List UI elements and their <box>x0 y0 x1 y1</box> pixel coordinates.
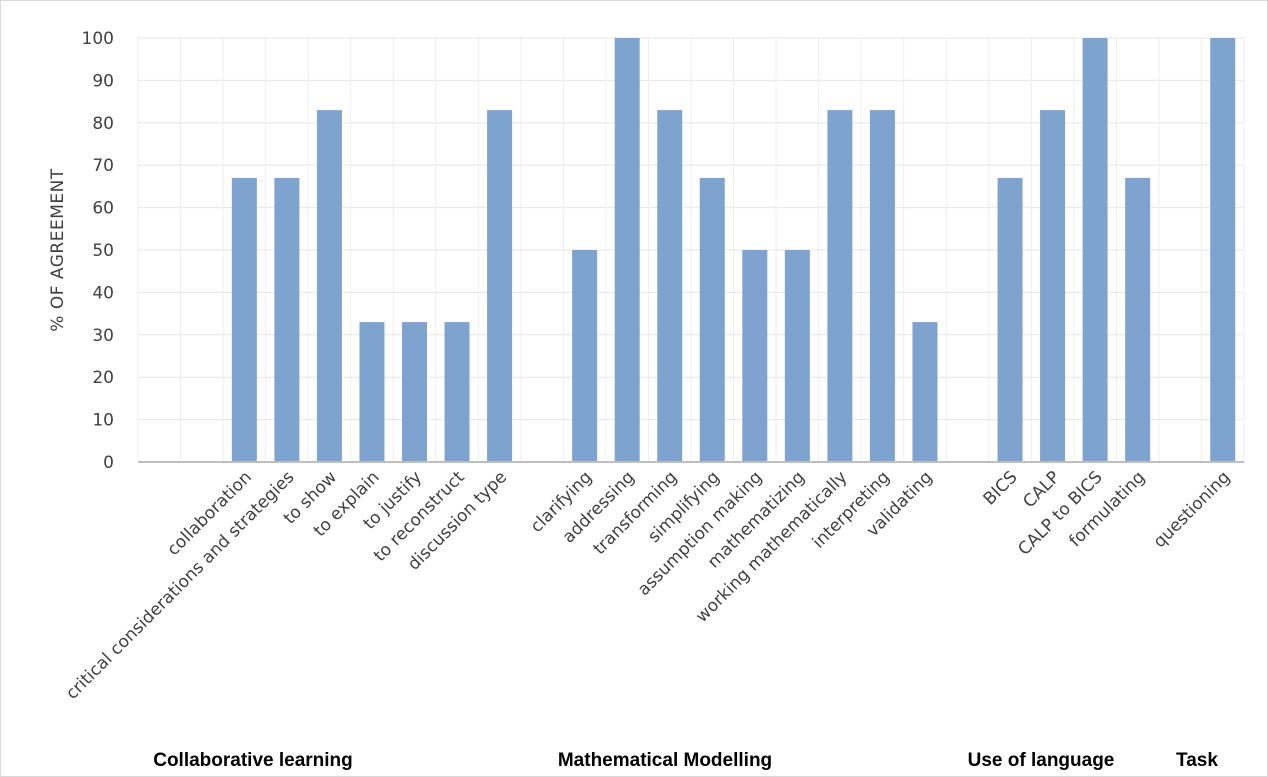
bar <box>1040 110 1066 462</box>
bar <box>827 110 853 462</box>
bar <box>402 322 427 462</box>
y-tick-label: 0 <box>103 453 114 473</box>
bar <box>487 110 513 462</box>
y-tick-label: 50 <box>92 241 114 261</box>
bars <box>231 38 1236 463</box>
bar <box>784 250 810 462</box>
y-axis-ticks: 0 10 20 30 40 50 60 70 80 90 100 <box>82 29 114 473</box>
y-axis-label: % OF AGREEMENT <box>48 168 68 332</box>
group-label: Task <box>1176 750 1218 771</box>
bar <box>1125 177 1151 463</box>
y-tick-label: 30 <box>92 326 114 346</box>
bar <box>742 250 768 462</box>
y-tick-label: 40 <box>92 283 114 303</box>
y-tick-label: 70 <box>92 156 114 176</box>
y-tick-label: 80 <box>92 114 114 134</box>
x-tick-label: questioning <box>1150 467 1235 552</box>
bar <box>316 110 342 462</box>
bar <box>231 177 257 463</box>
bar <box>997 177 1023 463</box>
bar <box>274 177 300 463</box>
bar <box>699 177 725 463</box>
gridlines <box>137 37 1245 463</box>
group-label: Use of language <box>968 750 1115 771</box>
group-label: Collaborative learning <box>153 750 353 771</box>
group-labels: Collaborative learning Mathematical Model… <box>153 750 1218 771</box>
bar <box>359 322 385 462</box>
x-tick-label: BICS <box>980 467 1022 509</box>
group-label: Mathematical Modelling <box>558 750 772 771</box>
bar <box>869 110 895 462</box>
y-tick-label: 60 <box>92 199 114 219</box>
x-tick-label: critical considerations and strategies <box>62 467 298 703</box>
bar <box>444 322 470 462</box>
bar <box>657 110 683 462</box>
bar <box>1082 38 1108 462</box>
y-tick-label: 20 <box>92 368 114 388</box>
y-tick-label: 100 <box>82 29 114 49</box>
y-tick-label: 90 <box>92 71 114 91</box>
bar <box>1210 38 1236 462</box>
y-tick-label: 10 <box>92 411 114 431</box>
bar <box>614 38 640 462</box>
bar <box>912 322 938 462</box>
bar <box>572 250 598 462</box>
